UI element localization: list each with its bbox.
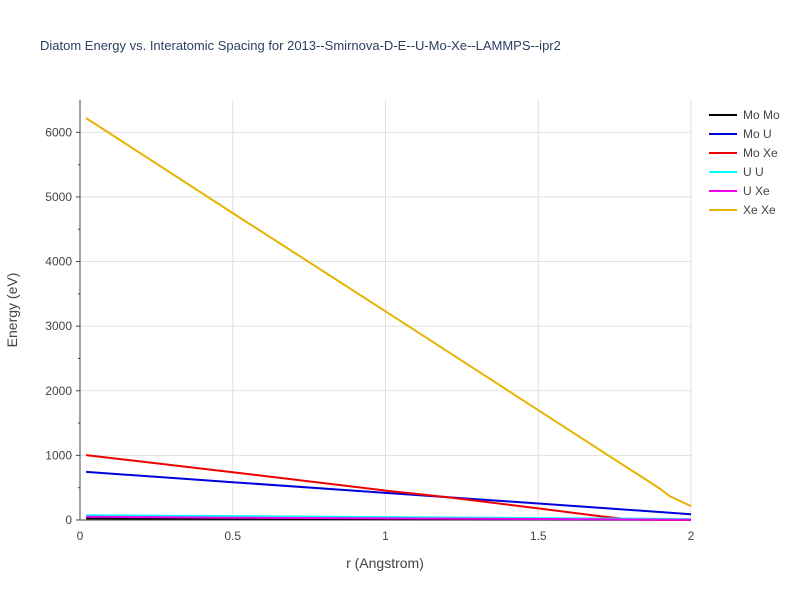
series-line-mo-u — [86, 470, 692, 516]
x-tick-label: 0.5 — [224, 529, 241, 543]
series-line-u-xe — [86, 515, 692, 521]
series-lines — [85, 117, 692, 521]
y-tick-label: 3000 — [45, 319, 72, 333]
y-tick-label: 4000 — [45, 255, 72, 269]
legend-label: Mo Mo — [743, 108, 780, 122]
series-line-xe-xe — [85, 117, 692, 508]
x-tick-label: 0 — [77, 529, 84, 543]
x-tick-label: 1.5 — [530, 529, 547, 543]
legend: Mo Mo Mo U Mo Xe U U U Xe Xe Xe — [709, 108, 780, 217]
x-ticks: 0 0.5 1 1.5 2 — [77, 529, 695, 543]
legend-label: Mo U — [743, 127, 772, 141]
y-tick-label: 0 — [65, 513, 72, 527]
legend-label: U U — [743, 165, 764, 179]
y-tick-label: 6000 — [45, 125, 72, 139]
y-ticks: 0 1000 2000 3000 4000 5000 6000 — [45, 125, 72, 527]
x-tick-label: 1 — [382, 529, 389, 543]
x-tick-label: 2 — [688, 529, 695, 543]
legend-label: Mo Xe — [743, 146, 778, 160]
y-axis-label: Energy (eV) — [4, 273, 20, 348]
chart-title: Diatom Energy vs. Interatomic Spacing fo… — [40, 38, 561, 53]
x-axis-label: r (Angstrom) — [346, 555, 424, 571]
legend-label: U Xe — [743, 184, 770, 198]
y-tick-label: 1000 — [45, 448, 72, 462]
legend-label: Xe Xe — [743, 203, 776, 217]
y-tick-label: 2000 — [45, 384, 72, 398]
series-line-mo-xe — [85, 454, 692, 521]
grid — [79, 100, 692, 520]
y-tick-label: 5000 — [45, 190, 72, 204]
